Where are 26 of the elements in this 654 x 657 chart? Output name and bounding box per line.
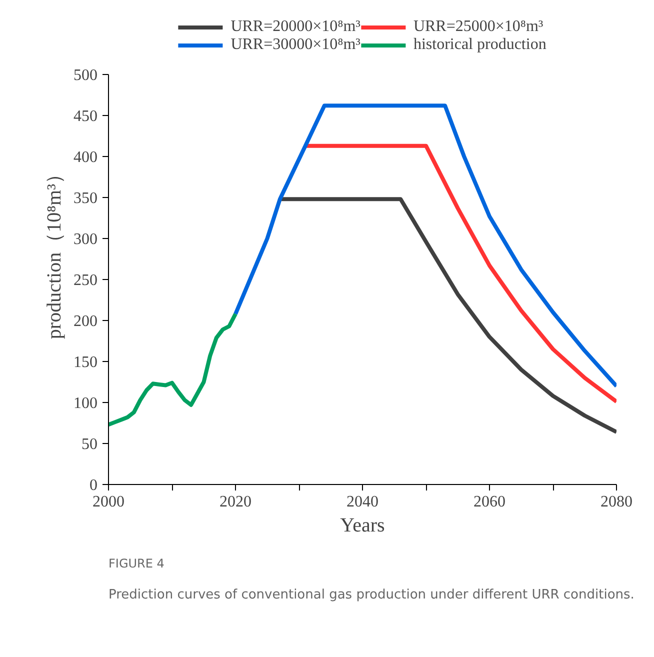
legend-label: historical production: [413, 36, 546, 54]
x-axis-title: Years: [340, 514, 386, 536]
y-axis-title: production（10⁸m³）: [44, 164, 66, 340]
x-tick-label: 2040: [346, 494, 378, 510]
legend-label: URR=30000×10⁸m³: [230, 36, 360, 54]
x-tick-label: 2080: [600, 494, 632, 510]
y-tick-label: 0: [90, 477, 98, 494]
y-tick-label: 450: [74, 108, 98, 125]
text: Prediction curves of conventional gas production under different URR conditions.: [108, 588, 634, 602]
y-tick-label: 250: [74, 272, 98, 289]
caption: FIGURE 4: [108, 556, 164, 570]
legend-label: URR=20000×10⁸m³: [230, 18, 360, 36]
y-tick-label: 150: [74, 354, 98, 371]
line-series: [108, 312, 238, 427]
y-tick-label: 300: [74, 231, 98, 248]
line-series: [234, 104, 616, 388]
x-tick-label: 2020: [220, 494, 252, 510]
y-tick-label: 200: [74, 313, 98, 330]
y-tick-label: 500: [74, 67, 98, 84]
y-tick-label: 350: [74, 190, 98, 207]
y-tick-label: 400: [74, 149, 98, 166]
x-tick-label: 2060: [474, 494, 506, 510]
y-tick-label: 50: [82, 436, 98, 453]
legend-label: URR=25000×10⁸m³: [413, 18, 544, 36]
x-tick-label: 2000: [92, 494, 124, 510]
y-tick-label: 100: [74, 395, 98, 412]
